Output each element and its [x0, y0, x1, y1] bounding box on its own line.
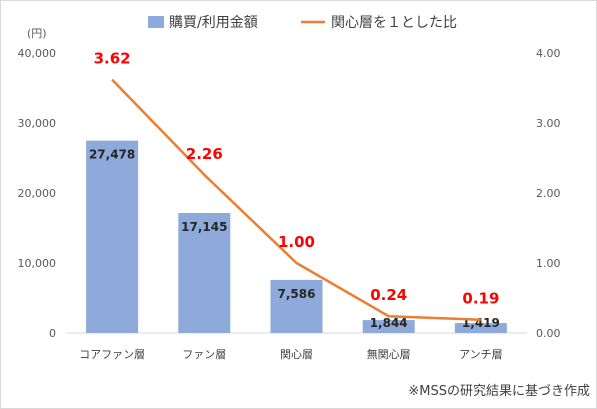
category-label: コアファン層 [79, 348, 145, 361]
right-tick-label: 1.00 [536, 257, 561, 270]
legend-line-label: 関心層を１とした比 [331, 15, 457, 31]
left-tick-label: 10,000 [18, 257, 57, 270]
bar [178, 212, 231, 333]
left-tick-label: 20,000 [18, 187, 57, 200]
legend-bar-label: 購買/利用金額 [169, 15, 258, 31]
category-label: ファン層 [182, 348, 226, 361]
ratio-line [111, 78, 481, 321]
ratio-value-label: 1.00 [278, 233, 315, 251]
ratio-value-label: 2.26 [186, 145, 223, 163]
category-label: 無関心層 [367, 347, 411, 361]
right-tick-label: 2.00 [536, 187, 561, 200]
bar [86, 140, 139, 333]
bar [270, 279, 323, 333]
ratio-value-label: 0.19 [462, 290, 499, 308]
ratio-value-label: 3.62 [94, 50, 131, 68]
category-label: 関心層 [280, 348, 313, 361]
ratio-value-label: 0.24 [370, 286, 407, 304]
legend-bar-swatch [148, 16, 164, 28]
source-note: ※MSSの研究結果に基づき作成 [408, 384, 590, 399]
left-axis-unit: (円) [27, 27, 47, 40]
bar [454, 323, 507, 333]
bar-value-label: 27,478 [89, 148, 135, 162]
category-label: アンチ層 [459, 348, 503, 361]
bar-value-label: 7,586 [278, 287, 316, 301]
left-tick-label: 40,000 [18, 47, 57, 60]
left-tick-label: 30,000 [18, 117, 57, 130]
bar-value-label: 1,844 [370, 316, 408, 330]
right-tick-label: 0.00 [536, 327, 561, 340]
left-tick-label: 0 [49, 327, 56, 340]
right-tick-label: 4.00 [536, 47, 561, 60]
right-tick-label: 3.00 [536, 117, 561, 130]
bar-value-label: 17,145 [181, 220, 227, 234]
bar [362, 320, 415, 333]
